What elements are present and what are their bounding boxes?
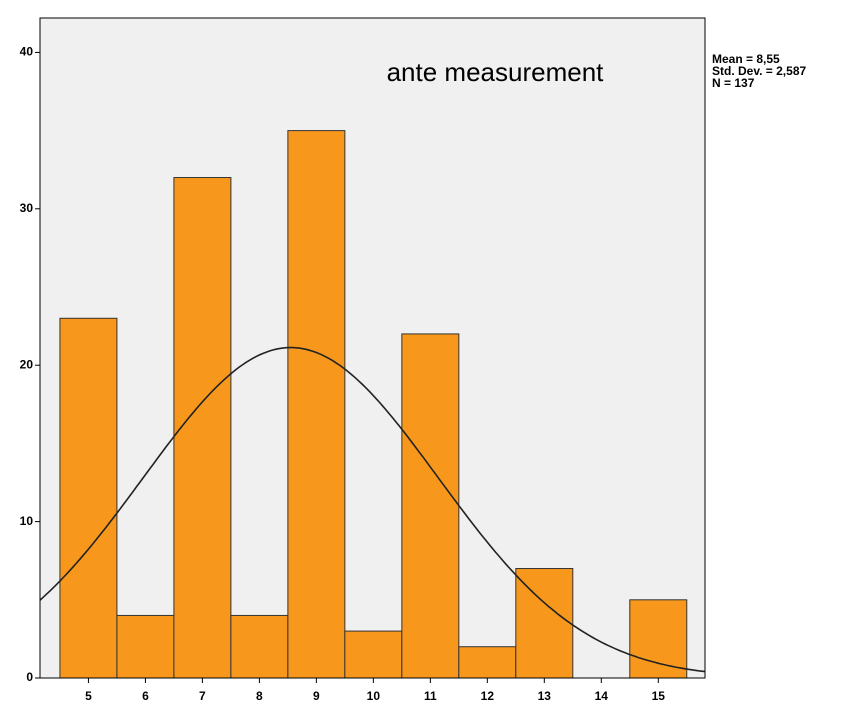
x-tick-label: 11 — [424, 689, 437, 702]
stats-label: Mean = 8,55 — [712, 52, 780, 66]
bar — [458, 646, 517, 679]
plot-border — [39, 17, 706, 679]
chart-title: ante measurement — [387, 57, 605, 87]
bar — [116, 614, 175, 679]
y-tick-label: 30 — [20, 201, 34, 215]
y-tick-label: 0 — [26, 670, 33, 684]
bar — [59, 317, 118, 679]
x-tick-label: 7 — [199, 689, 206, 702]
bar — [629, 599, 688, 679]
stats-label: N = 137 — [712, 76, 755, 90]
x-tick-label: 14 — [595, 689, 609, 702]
stats-label: Std. Dev. = 2,587 — [712, 64, 806, 78]
normal-curve — [39, 346, 706, 673]
y-tick-label: 10 — [20, 514, 34, 528]
x-tick-label: 15 — [652, 689, 666, 702]
x-tick-label: 13 — [538, 689, 552, 702]
x-tick-label: 6 — [142, 689, 149, 702]
x-tick-label: 9 — [313, 689, 320, 702]
y-tick-label: 20 — [20, 357, 34, 371]
plot-background — [40, 18, 705, 678]
bar — [230, 614, 289, 679]
bar — [401, 333, 460, 679]
x-tick-label: 10 — [367, 689, 381, 702]
x-tick-label: 8 — [256, 689, 263, 702]
y-tick-label: 40 — [20, 45, 34, 59]
bar — [344, 630, 403, 679]
bar — [287, 130, 346, 679]
x-tick-label: 5 — [85, 689, 92, 702]
bar — [173, 177, 232, 679]
x-tick-label: 12 — [481, 689, 495, 702]
